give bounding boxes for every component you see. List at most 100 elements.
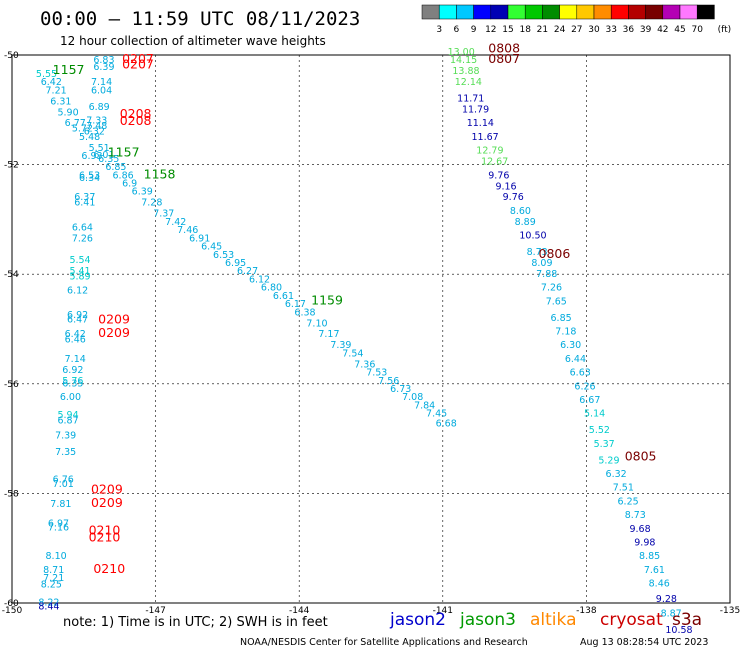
wave-height-value: 5.90 xyxy=(57,107,78,118)
wave-height-value: 6.53 xyxy=(79,170,100,181)
scale-swatch xyxy=(421,4,440,20)
pass-time-label: 0208 xyxy=(120,106,152,121)
wave-height-value: 7.88 xyxy=(536,269,557,280)
wave-height-value: 6.35 xyxy=(62,379,83,390)
wave-height-value: 8.73 xyxy=(625,510,646,521)
scale-value: 3 xyxy=(436,25,442,35)
credit-line: NOAA/NESDIS Center for Satellite Applica… xyxy=(240,637,528,648)
wave-height-value: 11.79 xyxy=(462,105,489,116)
scale-value: 33 xyxy=(605,25,616,35)
scale-unit: (ft) xyxy=(718,25,732,35)
wave-height-value: 5.51 xyxy=(89,143,110,154)
scale-value: 15 xyxy=(502,25,513,35)
wave-height-value: 6.68 xyxy=(436,419,457,430)
pass-time-label: 0208 xyxy=(120,113,152,128)
observation-points: 5.556.427.216.315.906.775.725.485.516.01… xyxy=(36,47,693,636)
pass-time-label: 1157 xyxy=(108,144,140,159)
x-tick-label: -147 xyxy=(145,606,165,616)
wave-height-value: 6.12 xyxy=(67,285,88,296)
wave-height-value: 6.41 xyxy=(74,198,95,209)
wave-height-value: 6.12 xyxy=(249,274,270,285)
pass-time-label: 0207 xyxy=(122,51,154,66)
wave-height-value: 9.76 xyxy=(503,192,524,203)
chart-title: 00:00 – 11:59 UTC 08/11/2023 xyxy=(40,8,360,30)
scale-value: 39 xyxy=(640,25,652,35)
chart-subtitle: 12 hour collection of altimeter wave hei… xyxy=(60,34,326,48)
wave-height-value: 7.33 xyxy=(86,116,107,127)
scale-swatch xyxy=(542,4,560,20)
wave-height-value: 7.84 xyxy=(414,400,435,411)
wave-height-value: 5.48 xyxy=(79,132,100,143)
wave-height-value: 6.73 xyxy=(390,384,411,395)
satellite-legend-jason2: jason2 xyxy=(389,610,446,630)
wave-height-value: 11.71 xyxy=(457,94,484,105)
scale-swatch xyxy=(628,4,646,20)
wave-height-value: 6.97 xyxy=(48,518,69,529)
pass-time-label: 1157 xyxy=(53,62,85,77)
wave-height-value: 7.39 xyxy=(330,340,351,351)
wave-height-value: 7.81 xyxy=(50,499,71,510)
pass-time-label: 0210 xyxy=(93,561,125,576)
wave-height-value: 11.67 xyxy=(472,132,499,143)
wave-height-value: 7.37 xyxy=(153,209,174,220)
wave-height-value: 5.29 xyxy=(598,455,619,466)
x-tick-label: -141 xyxy=(433,606,453,616)
wave-height-value: 6.77 xyxy=(65,118,86,129)
wave-height-value: 7.39 xyxy=(55,431,76,442)
wave-height-value: 7.17 xyxy=(318,329,339,340)
wave-height-value: 7.42 xyxy=(165,217,186,228)
wave-height-value: 6.92 xyxy=(67,310,88,321)
wave-height-value: 6.34 xyxy=(79,173,100,184)
wave-height-value: 7.10 xyxy=(306,318,327,329)
wave-height-value: 5.89 xyxy=(69,272,90,283)
y-tick-label: -52 xyxy=(4,161,19,171)
wave-height-value: 5.76 xyxy=(62,376,83,387)
footnote: note: 1) Time is in UTC; 2) SWH is in fe… xyxy=(63,615,328,630)
generation-timestamp: Aug 13 08:28:54 UTC 2023 xyxy=(580,637,708,648)
wave-height-value: 7.61 xyxy=(644,565,665,576)
wave-height-value: 9.16 xyxy=(495,181,516,192)
scale-swatch xyxy=(507,4,526,20)
scale-value: 45 xyxy=(674,25,685,35)
wave-height-value: 7.54 xyxy=(342,348,363,359)
wave-height-value: 7.45 xyxy=(426,409,447,420)
pass-time-label: 0209 xyxy=(98,312,130,327)
wave-height-value: 6.95 xyxy=(225,258,246,269)
wave-height-value: 10.50 xyxy=(519,231,546,242)
wave-height-value: 6.91 xyxy=(189,233,210,244)
wave-height-value: 7.35 xyxy=(55,447,76,458)
satellite-legend-altika: altika xyxy=(530,610,577,630)
wave-height-value: 14.15 xyxy=(450,55,477,66)
wave-height-value: 8.73 xyxy=(527,247,548,258)
wave-height-value: 7.46 xyxy=(177,225,198,236)
y-tick-label: -56 xyxy=(4,380,19,390)
wave-height-value: 5.54 xyxy=(69,255,90,266)
wave-height-value: 8.46 xyxy=(649,579,670,590)
wave-height-value: 6.44 xyxy=(565,354,586,365)
scale-value: 42 xyxy=(657,25,668,35)
wave-height-value: 12.14 xyxy=(455,77,482,88)
wave-height-value: 6.80 xyxy=(261,283,282,294)
x-tick-label: -144 xyxy=(289,606,310,616)
wave-height-value: 6.87 xyxy=(57,415,78,426)
wave-height-value: 5.52 xyxy=(589,425,610,436)
grid-lines xyxy=(12,55,730,603)
wave-height-value: 7.48 xyxy=(86,121,107,132)
wave-height-value: 6.89 xyxy=(89,102,110,113)
wave-height-value: 6.63 xyxy=(570,368,591,379)
x-tick-label: -135 xyxy=(720,606,740,616)
wave-height-value: 6.53 xyxy=(213,250,234,261)
satellite-legend-cryosat: cryosat xyxy=(600,610,663,630)
y-tick-label: -60 xyxy=(4,599,19,609)
wave-height-value: 5.14 xyxy=(584,409,605,420)
wave-height-value: 7.21 xyxy=(43,573,64,584)
scale-swatch xyxy=(610,4,629,20)
pass-time-label: 0209 xyxy=(91,495,123,510)
scale-value: 70 xyxy=(691,25,703,35)
satellite-legend: jason2 jason3 altika cryosat s3a xyxy=(389,610,702,630)
scale-value: 9 xyxy=(471,25,477,35)
wave-height-value: 6.86 xyxy=(113,170,134,181)
wave-height-value: 6.42 xyxy=(41,77,62,88)
wave-height-value: 8.60 xyxy=(510,206,531,217)
